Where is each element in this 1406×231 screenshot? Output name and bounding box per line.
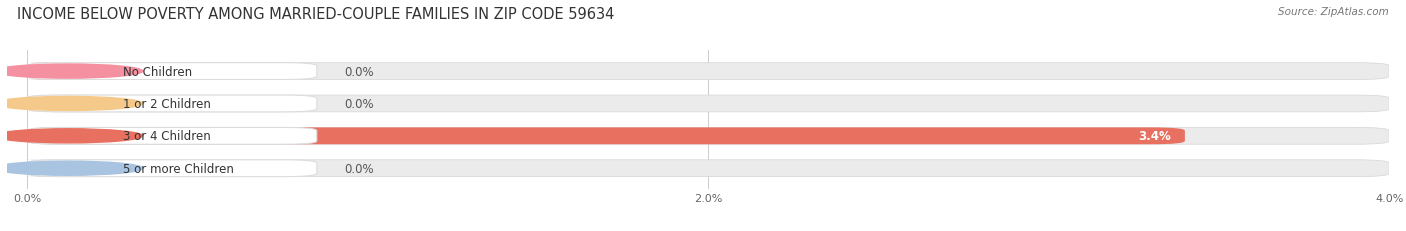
Circle shape [0,65,142,79]
Text: INCOME BELOW POVERTY AMONG MARRIED-COUPLE FAMILIES IN ZIP CODE 59634: INCOME BELOW POVERTY AMONG MARRIED-COUPL… [17,7,614,22]
FancyBboxPatch shape [21,160,62,177]
FancyBboxPatch shape [28,128,1185,145]
Circle shape [0,161,142,176]
FancyBboxPatch shape [21,96,62,112]
Text: 1 or 2 Children: 1 or 2 Children [124,97,211,110]
FancyBboxPatch shape [21,63,62,80]
Text: 5 or more Children: 5 or more Children [124,162,235,175]
FancyBboxPatch shape [28,160,316,177]
Text: 0.0%: 0.0% [344,162,374,175]
Text: 3 or 4 Children: 3 or 4 Children [124,130,211,143]
FancyBboxPatch shape [28,63,1389,80]
FancyBboxPatch shape [28,63,316,80]
FancyBboxPatch shape [28,128,1389,145]
Text: No Children: No Children [124,65,193,78]
Circle shape [0,97,142,111]
Text: 3.4%: 3.4% [1139,130,1171,143]
Text: Source: ZipAtlas.com: Source: ZipAtlas.com [1278,7,1389,17]
Text: 0.0%: 0.0% [344,65,374,78]
FancyBboxPatch shape [28,96,1389,112]
FancyBboxPatch shape [28,128,316,145]
FancyBboxPatch shape [28,160,1389,177]
Circle shape [0,129,142,143]
FancyBboxPatch shape [28,96,316,112]
Text: 0.0%: 0.0% [344,97,374,110]
